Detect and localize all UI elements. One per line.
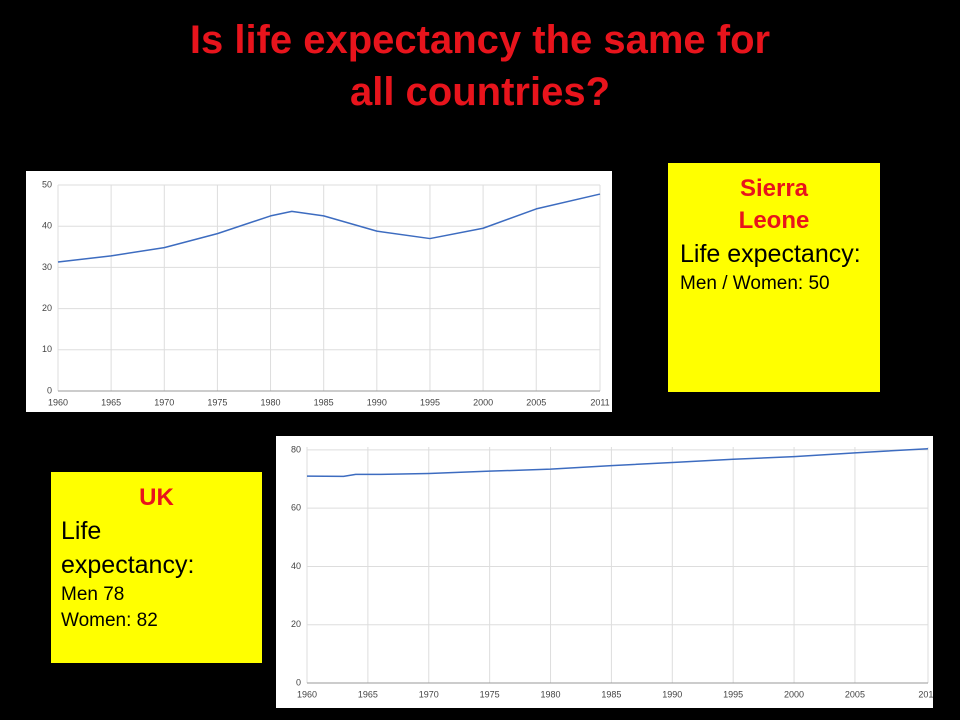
box-line: Women: 82 (61, 610, 158, 631)
x-tick-label: 2005 (526, 397, 546, 407)
x-tick-label: 1975 (207, 397, 227, 407)
box-heading: UK (139, 484, 174, 511)
y-tick-label: 40 (42, 221, 52, 231)
x-tick-label: 1965 (358, 689, 378, 699)
title-line: all countries? (349, 70, 611, 114)
x-tick-label: 1970 (154, 397, 174, 407)
x-tick-label: 2011 (918, 689, 933, 699)
y-tick-label: 40 (291, 561, 301, 571)
x-tick-label: 1960 (297, 689, 317, 699)
x-tick-label: 1995 (420, 397, 440, 407)
x-tick-label: 1985 (314, 397, 334, 407)
box-label: Life expectancy: (680, 240, 861, 268)
chart: 0 20 40 60 80 1960 1965 1970 1975 1980 1985 1990 199… (276, 436, 933, 708)
data-line (306, 447, 929, 478)
x-tick-label: 1975 (480, 689, 500, 699)
x-tick-label: 1980 (261, 397, 281, 407)
x-tick-label: 1990 (367, 397, 387, 407)
data-line (57, 193, 601, 263)
x-tick-label: 2000 (473, 397, 493, 407)
x-tick-label: 1985 (601, 689, 621, 699)
x-tick-label: 1990 (662, 689, 682, 699)
info-box: Sierra Leone Life expectancy: Men / Wome… (668, 163, 880, 392)
chart: 0 10 20 30 40 50 1960 1965 1970 1975 1980 1985 1990 1… (26, 171, 612, 412)
y-tick-label: 20 (291, 619, 301, 629)
box-line: Men 78 (61, 584, 125, 605)
x-tick-label: 2000 (784, 689, 804, 699)
y-tick-label: 50 (42, 179, 52, 189)
box-heading: Sierra Leone (738, 175, 810, 234)
info-box: UK Life expectancy: Men 78 Women: 82 (51, 472, 262, 663)
x-tick-label: 1980 (541, 689, 561, 699)
y-tick-label: 30 (42, 262, 52, 272)
y-tick-label: 80 (291, 444, 301, 454)
x-tick-label: 1995 (723, 689, 743, 699)
x-tick-label: 2005 (845, 689, 865, 699)
box-line: Men / Women: 50 (680, 273, 830, 294)
x-tick-label: 1965 (101, 397, 121, 407)
y-tick-label: 0 (296, 677, 301, 687)
box-label: Life expectancy: (61, 517, 195, 579)
slide-title: Is life expectancy the same for all coun… (0, 14, 960, 118)
y-tick-label: 60 (291, 503, 301, 513)
x-tick-label: 2011 (590, 397, 609, 407)
title-line: Is life expectancy the same for (189, 18, 771, 62)
y-tick-label: 10 (42, 344, 52, 354)
x-tick-label: 1960 (48, 397, 68, 407)
y-tick-label: 0 (47, 385, 52, 395)
x-tick-label: 1970 (419, 689, 439, 699)
y-tick-label: 20 (42, 303, 52, 313)
